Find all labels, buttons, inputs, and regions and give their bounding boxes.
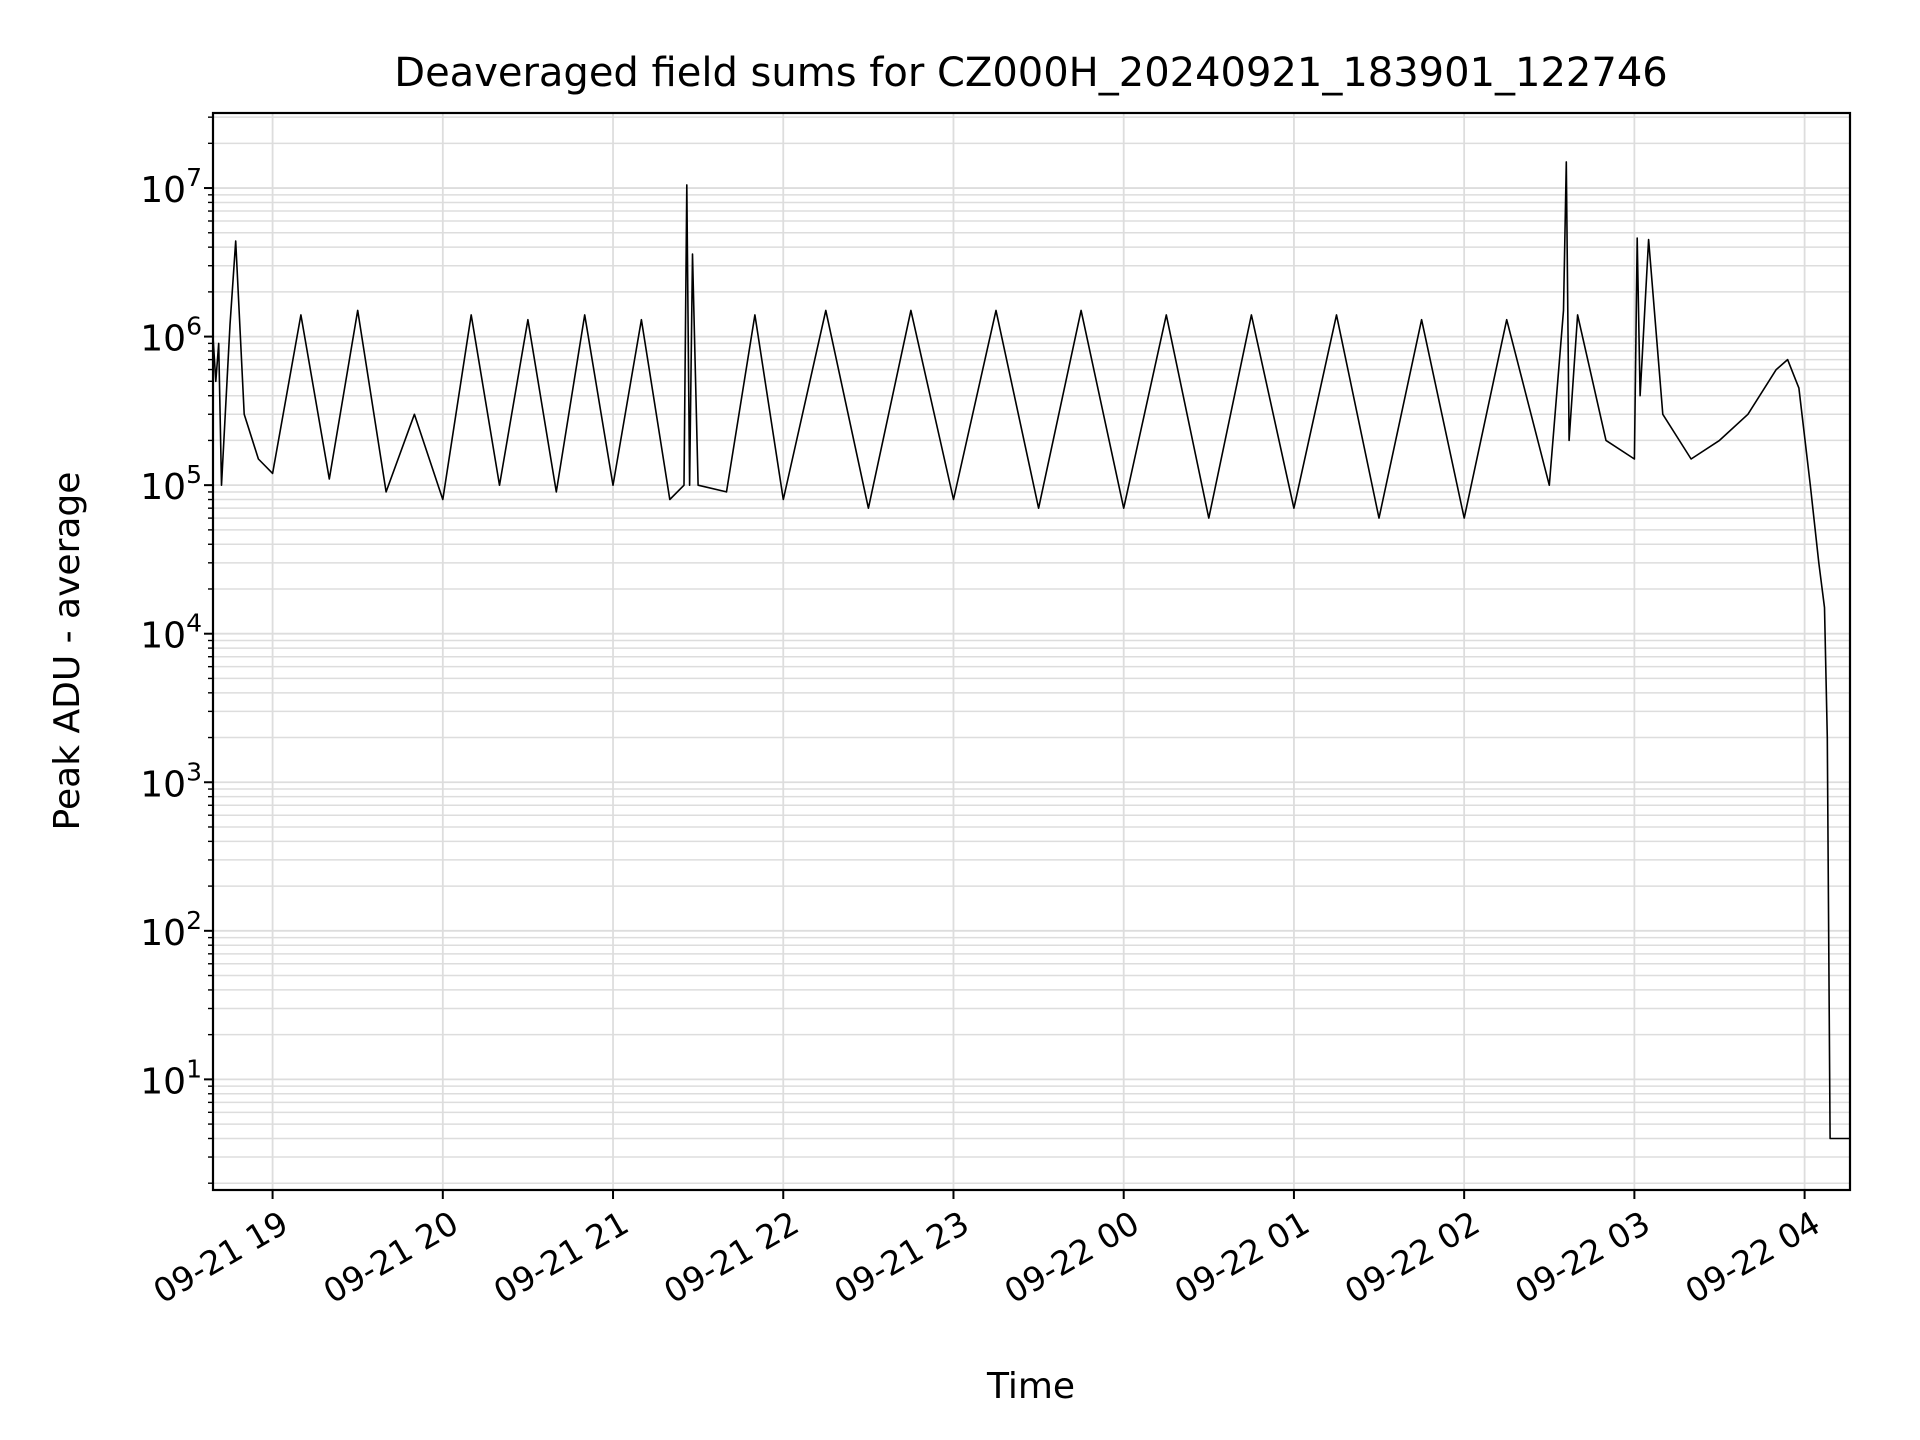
x-axis-label: Time <box>986 1366 1075 1407</box>
y-tick-label: 106 <box>140 312 202 360</box>
y-tick-base: 10 <box>140 913 186 954</box>
y-axis-label: Peak ADU - average <box>47 472 88 831</box>
y-tick-base: 10 <box>140 1061 186 1102</box>
y-tick-base: 10 <box>140 319 186 360</box>
y-tick-label: 103 <box>140 757 202 805</box>
y-tick-base: 10 <box>140 467 186 508</box>
y-tick-exponent: 1 <box>186 1054 202 1083</box>
series-line <box>212 161 1850 1140</box>
y-tick-base: 10 <box>140 616 186 657</box>
y-tick-label: 101 <box>140 1054 202 1102</box>
y-tick-exponent: 2 <box>186 906 202 935</box>
y-tick-exponent: 7 <box>186 163 202 192</box>
y-tick-exponent: 6 <box>186 312 202 341</box>
y-tick-base: 10 <box>140 764 186 805</box>
y-tick-label: 102 <box>140 906 202 954</box>
series-layer <box>212 161 1850 1140</box>
y-tick-label: 104 <box>140 609 202 657</box>
plot-frame <box>211 111 1852 1192</box>
y-tick-label: 107 <box>140 163 202 211</box>
y-tick-exponent: 5 <box>186 460 202 489</box>
y-tick-base: 10 <box>140 170 186 211</box>
y-tick-exponent: 4 <box>186 609 202 638</box>
y-tick-exponent: 3 <box>186 757 202 786</box>
grid <box>213 113 1850 1190</box>
y-tick-label: 105 <box>140 460 202 508</box>
chart-title: Deaveraged field sums for CZ000H_2024092… <box>394 50 1667 96</box>
